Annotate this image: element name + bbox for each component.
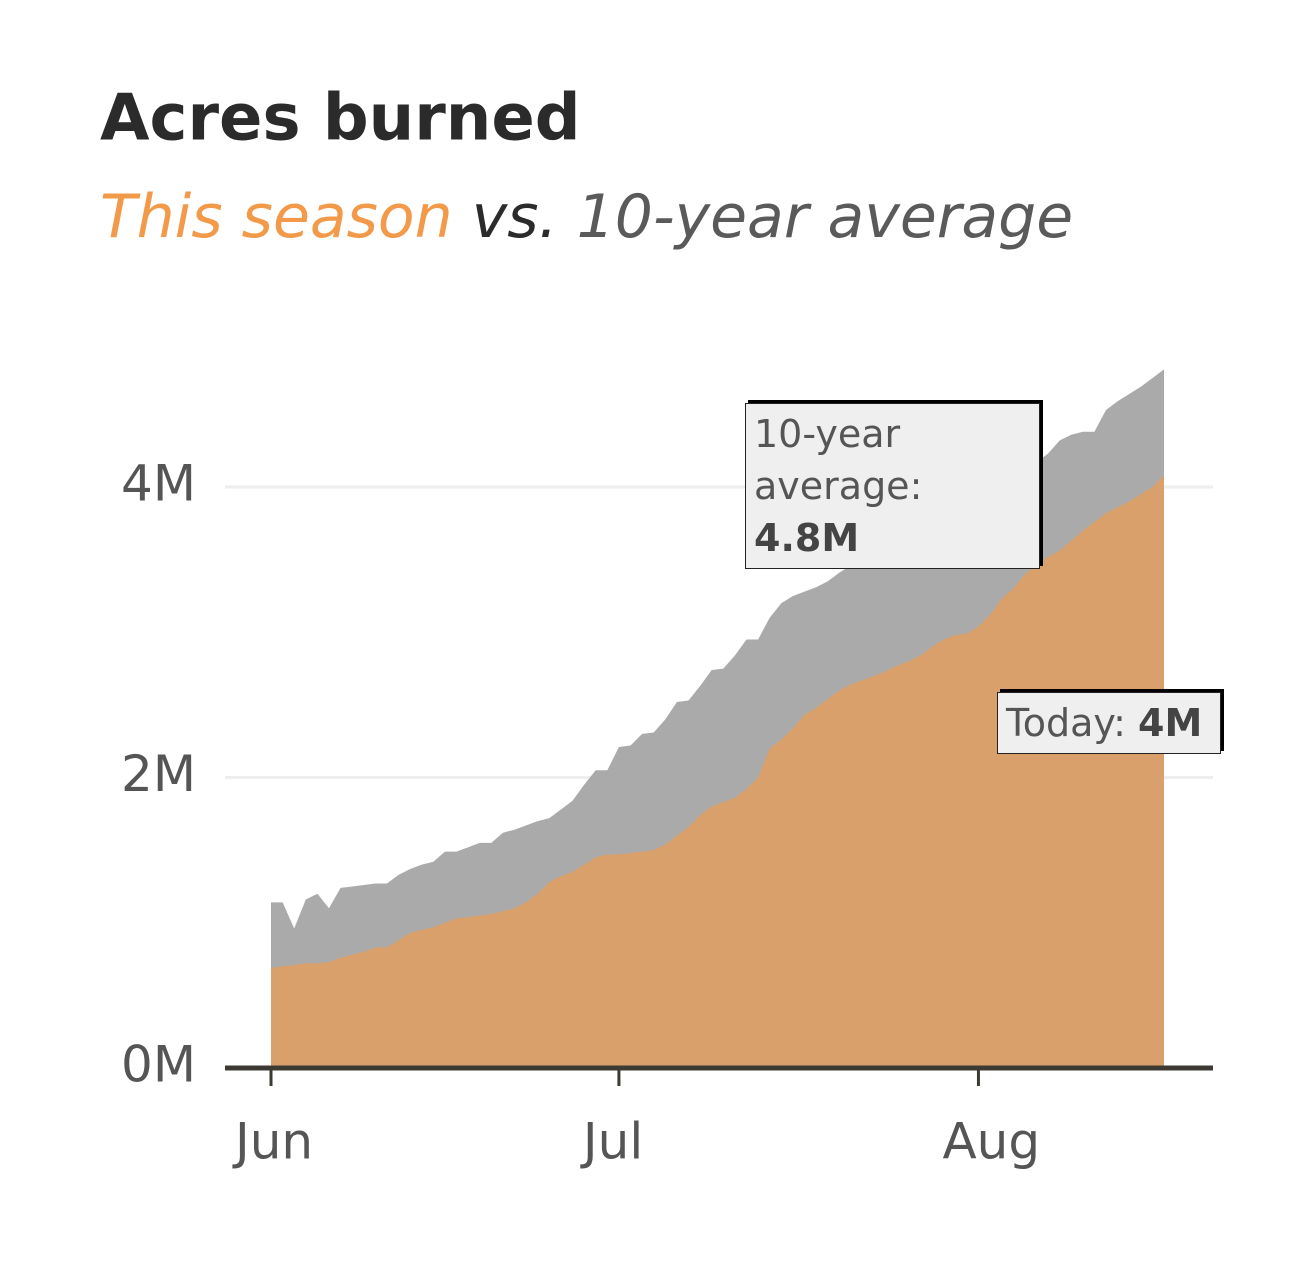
annotation: 10-year average: 4.8M: [745, 403, 1040, 569]
legend-entry: This season: [100, 182, 453, 252]
y-tick-label: 4M: [121, 455, 196, 513]
annotation-text: 10-year average:: [754, 412, 923, 508]
annotation-value: 4M: [1138, 701, 1203, 745]
legend-entry: 10-year average: [577, 182, 1074, 252]
x-tick-label: Aug: [942, 1113, 1040, 1171]
y-tick-label: 2M: [121, 745, 196, 803]
x-tick-label: Jul: [580, 1113, 643, 1171]
x-tick-label: Jun: [232, 1113, 313, 1171]
chart-title: Acres burned: [100, 82, 581, 156]
subtitle-connector: vs.: [472, 182, 558, 252]
y-tick-label: 0M: [121, 1036, 196, 1094]
chart-subtitle: This season vs. 10-year average: [100, 182, 1073, 252]
annotation-text: Today:: [1006, 701, 1126, 745]
annotation-value: 4.8M: [754, 516, 860, 560]
annotation: Today: 4M: [997, 692, 1221, 754]
area: [271, 475, 1164, 1068]
